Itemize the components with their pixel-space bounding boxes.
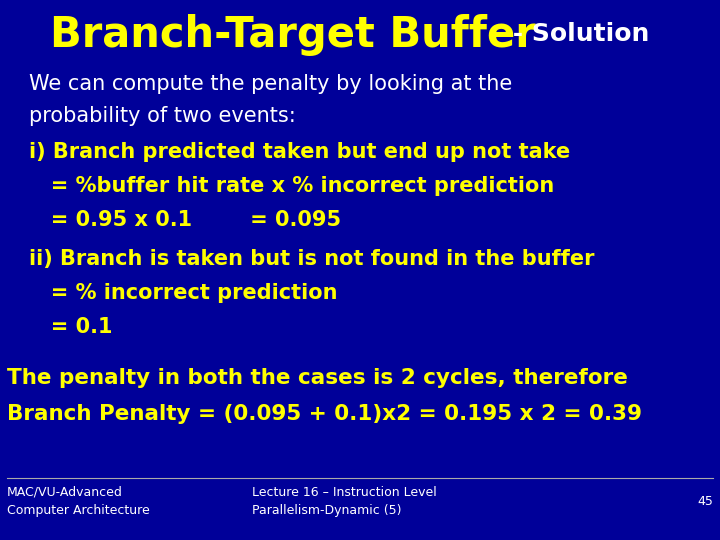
- Text: Lecture 16 – Instruction Level
Parallelism-Dynamic (5): Lecture 16 – Instruction Level Paralleli…: [252, 485, 437, 517]
- Text: = % incorrect prediction: = % incorrect prediction: [29, 283, 337, 303]
- Text: i) Branch predicted taken but end up not take: i) Branch predicted taken but end up not…: [29, 142, 570, 163]
- Text: - Solution: - Solution: [504, 22, 649, 46]
- Text: Branch-Target Buffer: Branch-Target Buffer: [50, 14, 536, 56]
- Text: The penalty in both the cases is 2 cycles, therefore: The penalty in both the cases is 2 cycle…: [7, 368, 628, 388]
- Text: = 0.95 x 0.1        = 0.095: = 0.95 x 0.1 = 0.095: [29, 210, 341, 231]
- Text: Branch Penalty = (0.095 + 0.1)x2 = 0.195 x 2 = 0.39: Branch Penalty = (0.095 + 0.1)x2 = 0.195…: [7, 404, 642, 424]
- Text: MAC/VU-Advanced
Computer Architecture: MAC/VU-Advanced Computer Architecture: [7, 485, 150, 517]
- Text: 45: 45: [697, 495, 713, 508]
- Text: = 0.1: = 0.1: [29, 317, 112, 338]
- Text: probability of two events:: probability of two events:: [29, 106, 295, 126]
- Text: = %buffer hit rate x % incorrect prediction: = %buffer hit rate x % incorrect predict…: [29, 176, 554, 197]
- Text: ii) Branch is taken but is not found in the buffer: ii) Branch is taken but is not found in …: [29, 249, 594, 269]
- Text: We can compute the penalty by looking at the: We can compute the penalty by looking at…: [29, 73, 512, 94]
